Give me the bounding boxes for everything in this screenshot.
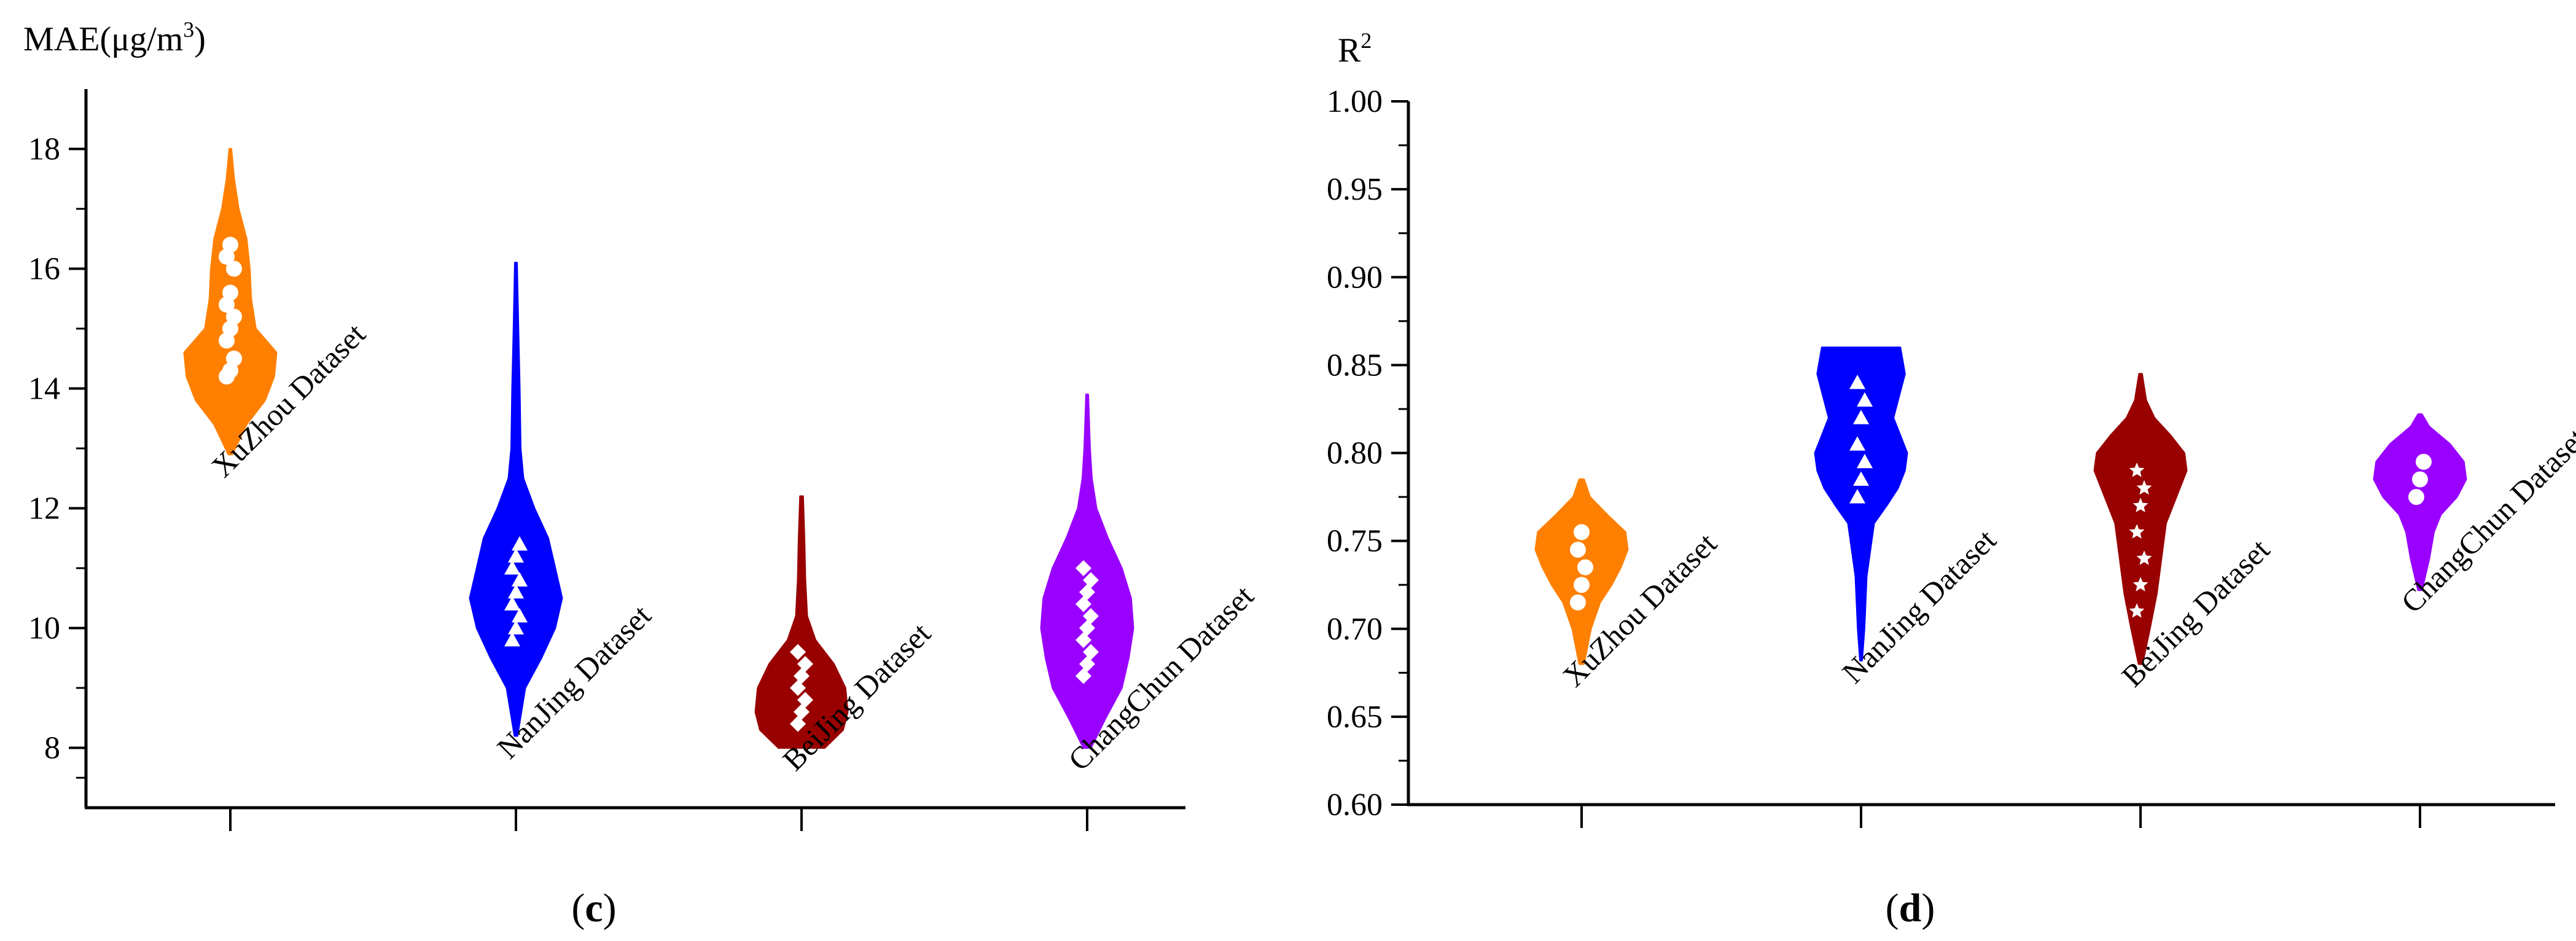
y-tick-label: 12 [28, 491, 60, 526]
data-point [2133, 498, 2149, 512]
data-point [790, 716, 806, 732]
data-point [1079, 620, 1095, 636]
data-point [1849, 436, 1865, 451]
violin-beijing-dataset: BeiJing Dataset [2093, 373, 2276, 693]
data-point [226, 308, 242, 325]
data-point [508, 620, 524, 634]
data-point [504, 632, 520, 647]
panel-c-axes: 8 10 12 14 16 18 [28, 89, 1185, 831]
data-point [512, 536, 528, 551]
data-point [508, 584, 524, 599]
data-point [2136, 550, 2152, 565]
data-point [1853, 471, 1869, 486]
data-point [2129, 463, 2145, 477]
y-tick-label: 0.85 [1327, 348, 1383, 383]
data-point [1857, 453, 1873, 469]
data-point [1570, 541, 1586, 558]
violin-xuzhou-dataset: XuZhou Dataset [183, 148, 372, 484]
data-point [1857, 392, 1873, 407]
data-point [508, 548, 524, 563]
data-point [1079, 656, 1095, 672]
data-point [512, 608, 528, 623]
data-point [790, 644, 806, 660]
data-point [226, 350, 242, 367]
panel-d-axes: 0.60 0.65 0.70 0.75 0.80 0.85 0.90 0.95 1.00 [1327, 84, 2555, 828]
violin-body [754, 495, 849, 749]
panel-d-r2-chart: R2 0.600.650.700.750.800.850.900.951.00 … [1327, 28, 2576, 931]
violin-beijing-dataset: BeiJing Dataset [754, 495, 937, 777]
data-point [2412, 471, 2428, 488]
panel-c-label: (c) [571, 886, 616, 931]
data-point [222, 362, 238, 379]
data-point [219, 297, 235, 313]
y-tick-label: 0.65 [1327, 700, 1383, 735]
data-point [1075, 596, 1091, 612]
y-tick-label: 10 [28, 611, 60, 646]
y-tick-label: 0.80 [1327, 436, 1383, 471]
panel-d-label: (d) [1886, 886, 1935, 931]
data-point [1570, 594, 1586, 611]
data-point [797, 692, 813, 708]
data-point [222, 284, 238, 301]
y-tick-label: 0.90 [1327, 260, 1383, 295]
data-point [2129, 603, 2145, 618]
data-point [794, 704, 810, 720]
data-point [219, 249, 235, 265]
data-point [512, 572, 528, 587]
y-tick-label: 8 [44, 731, 60, 766]
data-point [1849, 375, 1865, 389]
data-point [1075, 668, 1091, 684]
data-point [1083, 572, 1099, 588]
data-point [1574, 577, 1590, 593]
data-point [790, 680, 806, 696]
data-point [1075, 632, 1091, 648]
violin-body [2093, 373, 2188, 665]
data-point [222, 236, 238, 253]
violin-changchun-dataset: ChangChun Dataset [1040, 393, 1260, 777]
y-tick-label: 0.70 [1327, 612, 1383, 647]
y-tick-label: 0.95 [1327, 172, 1383, 207]
data-point [222, 321, 238, 337]
y-tick-label: 0.60 [1327, 787, 1383, 822]
panel-d-y-axis-title: R2 [1338, 28, 1372, 69]
data-point [1075, 560, 1091, 576]
y-tick-label: 14 [28, 372, 60, 407]
data-point [1083, 608, 1099, 624]
data-point [1849, 489, 1865, 504]
data-point [2416, 453, 2432, 470]
data-point [2133, 577, 2149, 592]
data-point [1853, 410, 1869, 424]
y-tick-label: 0.75 [1327, 524, 1383, 559]
panel-c-violins: XuZhou Dataset NanJing Dataset BeiJing Dat… [183, 148, 1260, 777]
panel-c-y-axis-title: MAE(μg/m3) [23, 17, 206, 58]
data-point [2408, 489, 2424, 506]
data-point [504, 560, 520, 575]
data-point [226, 260, 242, 277]
data-point [2136, 480, 2152, 495]
y-tick-label: 16 [28, 252, 60, 287]
violin-nanjing-dataset: NanJing Dataset [469, 262, 658, 765]
data-point [1083, 644, 1099, 660]
panel-c-mae-chart: MAE(μg/m3) 8 10 12 14 16 18 XuZhou Dataset Nan… [23, 17, 1260, 931]
violin-body [469, 262, 563, 737]
data-point [1079, 584, 1095, 600]
data-point [794, 668, 810, 684]
data-point [797, 656, 813, 672]
y-tick-label: 18 [28, 132, 60, 167]
violin-changchun-dataset: ChangChun Dataset [2373, 413, 2576, 620]
y-tick-label: 1.00 [1327, 84, 1383, 119]
panel-d-violins: XuZhou Dataset NanJing Dataset BeiJing Dat… [1534, 346, 2576, 693]
violin-xuzhou-dataset: XuZhou Dataset [1534, 478, 1723, 693]
data-point [2129, 524, 2145, 539]
data-point [504, 596, 520, 611]
data-point [1577, 559, 1593, 576]
data-point [1574, 524, 1590, 541]
data-point [219, 332, 235, 349]
violin-nanjing-dataset: NanJing Dataset [1814, 346, 2003, 690]
violin-body [1814, 346, 1908, 662]
